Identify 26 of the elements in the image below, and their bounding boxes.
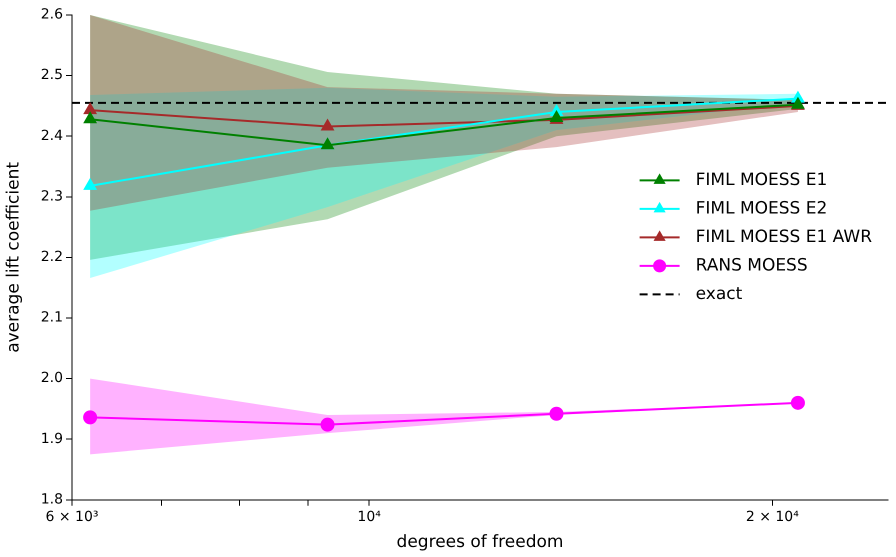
legend-label: FIML MOESS E1 [696, 170, 828, 190]
y-tick-label: 2.6 [40, 6, 64, 23]
y-axis-title: average lift coefficient [4, 162, 24, 353]
y-tick-label: 2.4 [40, 128, 64, 144]
x-tick-label: 6 × 10³ [46, 508, 98, 525]
y-tick-label: 1.8 [40, 491, 63, 508]
x-tick-label: 10⁴ [357, 508, 382, 525]
legend-label: exact [696, 284, 743, 304]
y-tick-label: 2.2 [40, 249, 63, 266]
point [84, 178, 96, 190]
y-tick-label: 1.9 [40, 430, 63, 447]
y-tick-label: 2.1 [40, 310, 63, 326]
legend-label: FIML MOESS E1 AWR [696, 226, 872, 247]
point [320, 418, 335, 432]
legend-label: RANS MOESS [696, 255, 808, 276]
legend-label: FIML MOESS E2 [696, 198, 828, 218]
point [84, 112, 96, 124]
point [83, 410, 98, 424]
x-axis-title: degrees of freedom [396, 532, 564, 552]
y-tick-label: 2.3 [40, 188, 63, 204]
point [321, 120, 334, 131]
y-tick-label: 2.5 [40, 67, 63, 84]
point [790, 396, 805, 410]
point [84, 103, 96, 114]
x-tick-label: 2 × 10⁴ [746, 508, 800, 525]
y-tick-label: 2.0 [40, 370, 63, 386]
